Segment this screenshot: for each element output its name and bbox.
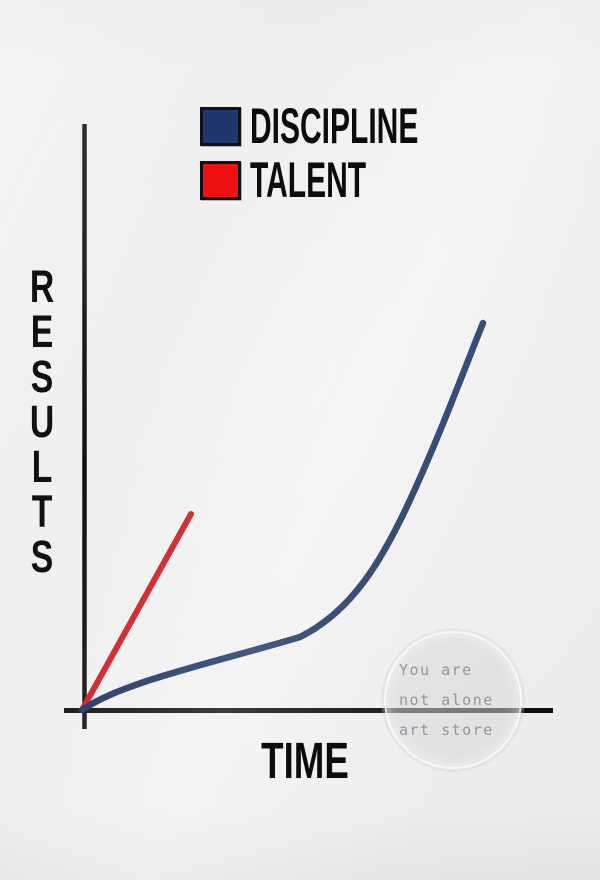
legend-item-discipline: DISCIPLINE — [200, 98, 531, 154]
legend: DISCIPLINE TALENT — [200, 98, 531, 208]
legend-label-talent: TALENT — [250, 152, 367, 208]
watermark-line-3: art store — [399, 721, 494, 739]
talent-swatch — [200, 161, 241, 200]
talent-line — [79, 511, 194, 713]
discipline-swatch — [200, 107, 241, 146]
watermark-badge: You are not alone art store — [386, 633, 520, 767]
legend-label-discipline: DISCIPLINE — [250, 98, 419, 154]
watermark-line-2: not alone — [399, 691, 494, 709]
y-axis-label: R E S U L T S — [29, 261, 55, 582]
discipline-curve — [78, 319, 487, 714]
legend-item-talent: TALENT — [200, 152, 531, 208]
x-axis-label: TIME — [261, 732, 349, 789]
watermark-line-1: You are — [399, 661, 473, 679]
